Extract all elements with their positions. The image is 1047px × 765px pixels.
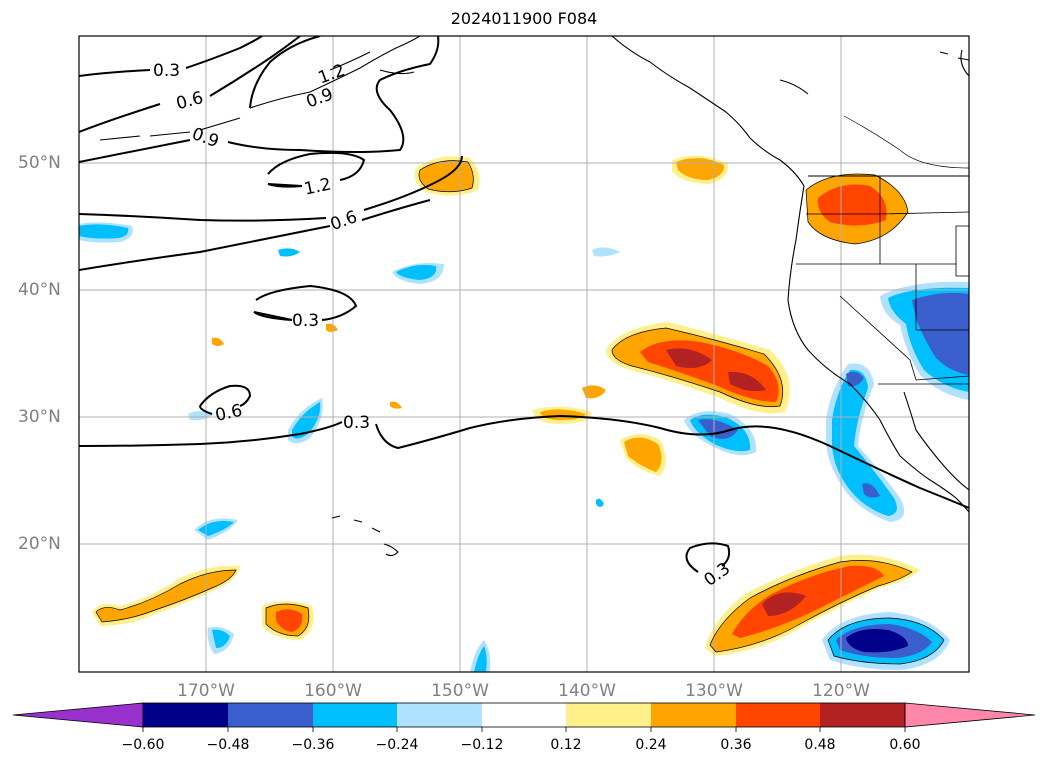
lat-label: 50°N: [18, 153, 61, 173]
lon-label: 160°W: [304, 681, 362, 701]
contour-labels: 0.3 0.6 1.2 0.9 0.9 1.2 0.6 0.3 0.6 0.3 …: [153, 60, 734, 590]
lat-label: 30°N: [18, 407, 61, 427]
colorbar-tick-label: 0.48: [804, 737, 836, 753]
colorbar-swatch: [736, 703, 820, 727]
colorbar-swatch: [143, 703, 228, 727]
colorbar-swatch: [820, 703, 905, 727]
contour-label: 0.9: [304, 84, 336, 112]
contour-label: 0.6: [174, 88, 205, 114]
contour-label: 0.3: [153, 61, 180, 81]
colorbar-extend-low: [12, 702, 144, 728]
colorbar-tick-label: −0.60: [121, 737, 165, 753]
colorbar-tick-label: 0.36: [720, 737, 752, 753]
contour-label: 0.9: [189, 124, 221, 152]
lon-label: 140°W: [558, 681, 616, 701]
colorbar-tick-label: 0.12: [550, 737, 582, 753]
lon-label: 130°W: [685, 681, 743, 701]
contour-label: 0.6: [213, 401, 244, 426]
colorbar-swatch: [313, 703, 397, 727]
colorbar-swatch: [397, 703, 482, 727]
lon-label: 150°W: [431, 681, 489, 701]
colorbar-swatch: [228, 703, 313, 727]
anomaly-fills: [79, 155, 969, 672]
colorbar-tick-label: −0.12: [460, 737, 504, 753]
colorbar-swatch: [651, 703, 736, 727]
colorbar-tick-label: 0.24: [635, 737, 667, 753]
colorbar: [12, 702, 1036, 732]
coastlines: [99, 36, 969, 557]
contour-label: 0.3: [701, 559, 735, 591]
colorbar-swatch: [482, 703, 566, 727]
anomaly-outlines: [95, 160, 945, 665]
contour-lines: [79, 36, 969, 573]
colorbar-tick-label: −0.24: [375, 737, 419, 753]
map-title: 2024011900 F084: [450, 9, 598, 28]
colorbar-tick-label: −0.36: [291, 737, 335, 753]
map-frame: [78, 35, 970, 673]
contour-label: 0.3: [292, 311, 319, 331]
colorbar-tick-label: 0.60: [889, 737, 921, 753]
lat-label: 20°N: [18, 534, 61, 554]
lat-label: 40°N: [18, 280, 61, 300]
graticule: [79, 36, 969, 672]
contour-label: 1.2: [302, 174, 333, 199]
colorbar-extend-high: [904, 702, 1036, 728]
colorbar-tick-label: −0.48: [206, 737, 250, 753]
contour-label: 0.3: [343, 413, 370, 433]
lon-label: 170°W: [177, 681, 235, 701]
colorbar-swatch: [566, 703, 651, 727]
lon-label: 120°W: [812, 681, 870, 701]
